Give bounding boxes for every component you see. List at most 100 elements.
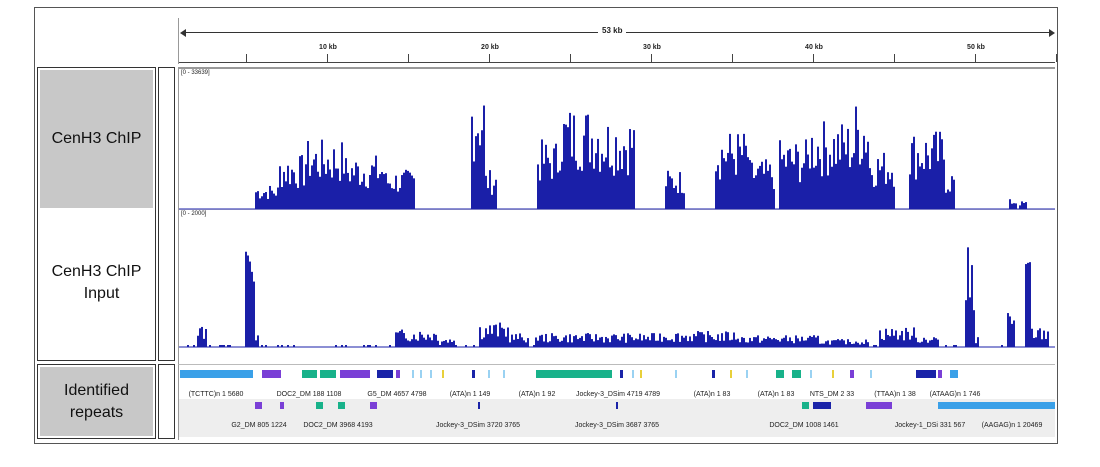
signal-bar <box>479 145 481 209</box>
signal-bar <box>381 172 383 209</box>
repeat-feature[interactable] <box>938 370 942 378</box>
signal-bar <box>807 337 809 347</box>
repeat-feature[interactable] <box>730 370 732 378</box>
signal-bar <box>893 186 895 209</box>
repeat-feature[interactable] <box>810 370 812 378</box>
signal-bar <box>425 339 427 347</box>
signal-bar <box>351 168 353 209</box>
repeat-feature[interactable] <box>866 402 892 409</box>
repeat-feature[interactable] <box>420 370 422 378</box>
repeat-feature[interactable] <box>813 402 831 409</box>
repeat-feature[interactable] <box>320 370 336 378</box>
signal-bar <box>331 177 333 209</box>
repeat-feature[interactable] <box>478 402 480 409</box>
signal-bar <box>585 333 587 347</box>
signal-bar <box>205 329 207 347</box>
repeat-feature[interactable] <box>746 370 748 378</box>
signal-bar <box>565 335 567 347</box>
signal-bar <box>481 339 483 347</box>
signal-bar <box>573 336 575 347</box>
track-name-chip[interactable]: CenH3 ChIP <box>40 70 153 208</box>
repeat-feature[interactable] <box>536 370 612 378</box>
repeat-feature[interactable] <box>430 370 432 378</box>
signal-bar <box>713 339 715 347</box>
signal-bar <box>697 331 699 347</box>
repeat-feature[interactable] <box>302 370 317 378</box>
repeat-feature[interactable] <box>712 370 715 378</box>
signal-bar <box>861 158 863 209</box>
repeat-feature[interactable] <box>488 370 490 378</box>
repeat-feature[interactable] <box>180 370 253 378</box>
signal-bar <box>909 339 911 347</box>
signal-bar <box>939 131 941 209</box>
signal-bar <box>287 345 289 347</box>
signal-bar <box>791 341 793 347</box>
repeat-feature[interactable] <box>396 370 400 378</box>
signal-bar <box>915 337 917 347</box>
signal-bar <box>881 338 883 347</box>
repeat-feature[interactable] <box>640 370 642 378</box>
signal-bar <box>515 334 517 347</box>
signal-bar <box>303 185 305 209</box>
signal-bar <box>223 345 225 347</box>
signal-bar <box>509 342 511 347</box>
signal-bar <box>537 340 539 347</box>
signal-bar <box>907 331 909 347</box>
repeat-feature[interactable] <box>620 370 623 378</box>
track-name-input[interactable]: CenH3 ChIP Input <box>40 209 153 357</box>
signal-bar <box>667 340 669 347</box>
signal-bar <box>559 170 561 209</box>
repeat-feature[interactable] <box>616 402 618 409</box>
repeat-feature[interactable] <box>370 402 377 409</box>
repeat-feature[interactable] <box>792 370 801 378</box>
signal-bar <box>865 152 867 209</box>
repeat-feature[interactable] <box>870 370 872 378</box>
repeat-feature[interactable] <box>503 370 505 378</box>
signal-bar <box>221 345 223 347</box>
repeat-feature[interactable] <box>938 402 1055 409</box>
repeat-feature[interactable] <box>472 370 475 378</box>
repeat-feature[interactable] <box>632 370 634 378</box>
repeat-feature[interactable] <box>776 370 784 378</box>
signal-bar <box>823 343 825 347</box>
signal-bar <box>313 159 315 209</box>
signal-bar <box>465 345 467 347</box>
repeat-feature[interactable] <box>850 370 854 378</box>
signal-bar <box>1015 203 1017 209</box>
signal-bar <box>1009 316 1011 347</box>
repeat-feature[interactable] <box>950 370 958 378</box>
repeat-feature[interactable] <box>262 370 281 378</box>
repeat-feature[interactable] <box>916 370 936 378</box>
signal-bar <box>1007 313 1009 347</box>
repeat-feature[interactable] <box>280 402 284 409</box>
track-name-repeats[interactable]: Identified repeats <box>40 367 153 436</box>
signal-bar <box>659 333 661 347</box>
repeat-feature[interactable] <box>832 370 834 378</box>
signal-bar <box>545 144 547 209</box>
repeat-feature[interactable] <box>338 402 345 409</box>
repeat-feature[interactable] <box>802 402 809 409</box>
signal-bar <box>427 334 429 347</box>
repeat-feature[interactable] <box>340 370 370 378</box>
repeat-feature[interactable] <box>255 402 262 409</box>
repeat-feature[interactable] <box>412 370 414 378</box>
signal-bar <box>889 179 891 209</box>
signal-bar <box>787 341 789 347</box>
signal-bar <box>569 334 571 347</box>
repeat-label: (TCTTC)n 1 5680 <box>188 391 244 398</box>
signal-bar <box>397 191 399 209</box>
repeat-feature[interactable] <box>675 370 677 378</box>
signal-bar <box>731 339 733 347</box>
signal-bar <box>1009 199 1011 209</box>
input-data-range: [0 - 2000] <box>181 211 207 217</box>
repeat-feature[interactable] <box>316 402 323 409</box>
signal-bar <box>863 135 865 209</box>
signal-bar <box>341 142 343 209</box>
signal-bar <box>887 172 889 209</box>
signal-bar <box>187 345 189 347</box>
signal-bar <box>835 163 837 209</box>
signal-bar <box>345 345 347 347</box>
repeat-feature[interactable] <box>377 370 393 378</box>
repeat-feature[interactable] <box>442 370 444 378</box>
signal-bar <box>419 331 421 347</box>
